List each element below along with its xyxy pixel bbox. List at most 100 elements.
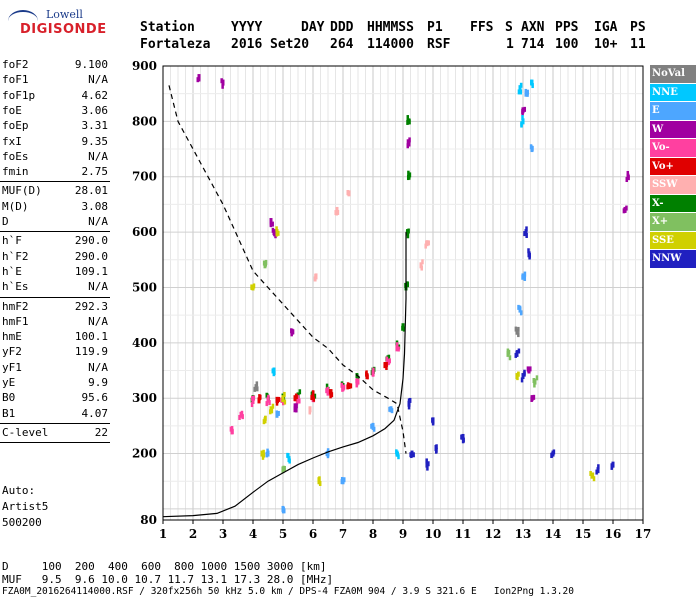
point-nnw (517, 348, 521, 354)
param-row: h`F 290.0 (2, 234, 108, 249)
x-tick-label: 5 (279, 527, 287, 541)
param-row: hmE 100.1 (2, 330, 108, 345)
param-row: C-level 22 (2, 426, 108, 441)
param-row: fmin 2.75 (2, 165, 108, 180)
point-nnw (426, 465, 429, 471)
legend-item-nne: NNE (650, 83, 696, 101)
point-sse (270, 408, 274, 414)
header-value-0: Fortaleza (140, 37, 211, 52)
point-x- (325, 383, 329, 389)
point-nnw (412, 452, 415, 458)
legend-item-vo-: Vo- (650, 139, 696, 157)
point-vo- (311, 393, 315, 400)
param-row: hmF1 N/A (2, 315, 108, 330)
header-label-2: DAY (301, 20, 325, 35)
point-noval (517, 326, 520, 332)
param-value: 22 (94, 425, 108, 439)
point-w (526, 366, 530, 372)
point-e (526, 91, 529, 97)
point-ssw (420, 265, 423, 271)
param-label: fmin (2, 165, 29, 179)
point-w (626, 170, 630, 176)
point-nnw (427, 461, 430, 467)
point-vo- (295, 393, 298, 399)
point-w (523, 106, 527, 112)
point-vo- (298, 398, 301, 404)
param-label: yF1 (2, 360, 22, 374)
point-vo- (385, 364, 388, 370)
point-x- (407, 170, 410, 176)
profile-solid-line (162, 232, 407, 518)
x-tick-label: 13 (515, 527, 532, 541)
point-nnw (523, 231, 526, 237)
point-w (291, 329, 295, 335)
point-vo- (252, 395, 256, 401)
point-sse (261, 454, 265, 460)
point-e (521, 274, 524, 280)
x-tick-label: 2 (189, 527, 197, 541)
point-sse (269, 409, 272, 415)
point-nnw (515, 350, 519, 356)
point-w (625, 177, 629, 183)
param-separator (0, 231, 110, 233)
point-x- (264, 259, 268, 265)
point-x- (406, 175, 410, 181)
point-nne (521, 118, 525, 125)
param-row: foF2 9.100 (2, 58, 108, 73)
point-nnw (523, 371, 526, 377)
point-x- (532, 378, 536, 384)
point-x- (535, 375, 539, 381)
param-label: foEs (2, 149, 29, 163)
auto-label: Auto: (2, 484, 36, 497)
param-value: 109.1 (74, 264, 108, 278)
point-vo- (372, 367, 375, 373)
footer-distance-row: D 100 200 400 600 800 1000 1500 3000 [km… (2, 560, 327, 573)
point-nne (518, 85, 522, 92)
header-value-5: RSF (427, 37, 451, 52)
point-nnw (521, 373, 525, 380)
point-sse (275, 231, 279, 237)
x-tick-label: 1 (159, 527, 167, 541)
legend-item-w: W (650, 120, 696, 138)
x-tick-label: 7 (339, 527, 347, 541)
header-value-8: 100 (555, 37, 579, 52)
point-nnw (462, 437, 465, 443)
point-vo- (395, 344, 399, 350)
point-nnw (407, 398, 411, 404)
point-noval (256, 386, 259, 392)
point-vo- (355, 378, 358, 384)
y-tick-label: 500 (132, 280, 157, 294)
param-separator (0, 181, 110, 183)
param-value: 292.3 (74, 299, 108, 313)
point-noval (517, 332, 520, 338)
param-row: yF1 N/A (2, 361, 108, 376)
point-vo- (267, 394, 270, 400)
point-x- (401, 325, 404, 331)
header-value-1: 2016 (231, 37, 263, 52)
point-vo- (342, 384, 346, 390)
param-value: N/A (88, 360, 108, 374)
point-sse (262, 449, 265, 455)
param-value: 4.62 (81, 88, 109, 102)
header-label-9: PPS (555, 20, 579, 35)
point-vo- (385, 356, 389, 362)
point-w (196, 77, 200, 83)
param-row: h`E 109.1 (2, 265, 108, 280)
param-value: N/A (88, 215, 108, 228)
point-w (295, 407, 298, 413)
point-ssw (308, 408, 311, 414)
x-tick-label: 10 (425, 527, 442, 541)
param-row: foE 3.06 (2, 104, 108, 119)
point-nnw (595, 469, 598, 475)
x-tick-label: 17 (635, 527, 652, 541)
point-nne (517, 89, 521, 95)
point-sse (281, 397, 284, 403)
point-nne (530, 80, 533, 86)
param-row: foF1p 4.62 (2, 89, 108, 104)
point-x- (406, 233, 410, 239)
point-x- (387, 354, 391, 360)
point-e (370, 423, 373, 429)
param-label: MUF(D) (2, 184, 42, 198)
point-sse (283, 399, 287, 405)
y-tick-label: 700 (132, 170, 157, 184)
